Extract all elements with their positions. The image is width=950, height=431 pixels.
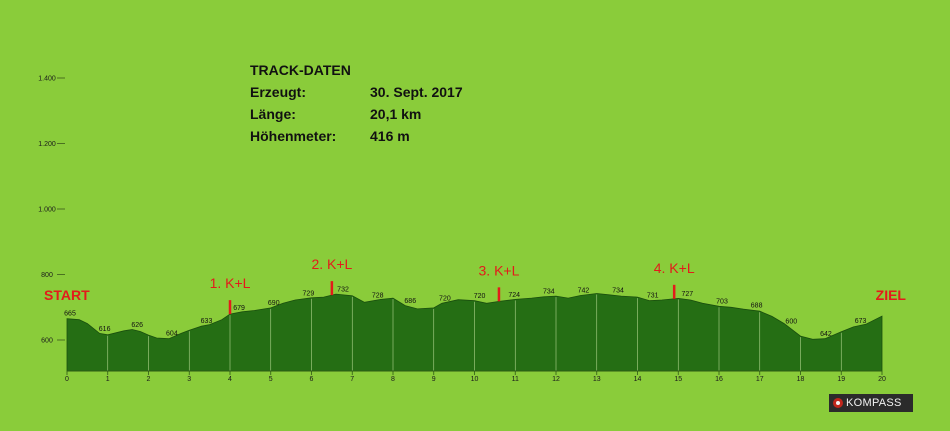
track-info-elevation-gain-value: 416 m: [370, 128, 410, 144]
checkpoint-label: 2. K+L: [311, 256, 352, 272]
track-info-created-value: 30. Sept. 2017: [370, 84, 463, 100]
start-label: START: [44, 287, 90, 303]
x-tick-label: 0: [65, 376, 69, 383]
elevation-value-label: 642: [820, 331, 832, 338]
elevation-value-label: 686: [404, 298, 416, 305]
x-tick-label: 11: [512, 376, 519, 383]
track-info-elevation-gain-label: Höhenmeter:: [250, 128, 337, 144]
x-tick-label: 3: [187, 376, 191, 383]
elevation-value-label: 720: [439, 295, 451, 302]
x-tick-label: 4: [228, 376, 232, 383]
x-tick-label: 10: [471, 376, 479, 383]
x-tick-label: 12: [552, 376, 560, 383]
x-tick-label: 7: [350, 376, 354, 383]
checkpoint-label: 1. K+L: [210, 275, 251, 291]
elevation-value-label: 731: [647, 293, 659, 300]
y-tick-label: 800: [41, 272, 53, 279]
checkpoint-label: 3. K+L: [479, 262, 520, 278]
checkpoint-label: 4. K+L: [654, 260, 695, 276]
x-tick-label: 5: [269, 376, 273, 383]
elevation-value-label: 720: [474, 293, 486, 300]
track-info-length-value: 20,1 km: [370, 106, 422, 122]
elevation-value-label: 626: [131, 322, 143, 329]
elevation-value-label: 728: [372, 292, 384, 299]
y-tick-label: 600: [41, 338, 53, 345]
x-tick-label: 19: [837, 376, 845, 383]
elevation-value-label: 734: [543, 289, 555, 296]
elevation-value-label: 732: [337, 287, 349, 294]
elevation-value-label: 604: [166, 331, 178, 338]
elevation-value-label: 616: [99, 326, 111, 333]
x-tick-label: 18: [797, 376, 805, 383]
x-tick-label: 20: [878, 376, 886, 383]
elevation-value-label: 729: [303, 291, 315, 298]
track-info-created-label: Erzeugt:: [250, 84, 306, 100]
x-tick-label: 15: [674, 376, 682, 383]
elevation-value-label: 734: [612, 287, 624, 294]
x-tick-label: 8: [391, 376, 395, 383]
x-tick-label: 6: [310, 376, 314, 383]
y-tick-label: 1.000: [38, 207, 56, 214]
y-tick-label: 1.400: [38, 76, 56, 83]
elevation-value-label: 600: [785, 319, 797, 326]
elevation-value-label: 727: [682, 291, 694, 298]
elevation-value-label: 742: [578, 287, 590, 294]
finish-label: ZIEL: [876, 287, 907, 303]
y-tick-label: 1.200: [38, 141, 56, 148]
kompass-logo: KOMPASS: [829, 394, 913, 412]
elevation-value-label: 703: [716, 298, 728, 305]
elevation-value-label: 688: [751, 302, 763, 309]
kompass-logo-text: KOMPASS: [846, 397, 902, 409]
track-info-length-label: Länge:: [250, 106, 296, 122]
track-info-title: TRACK-DATEN: [250, 62, 351, 78]
x-tick-label: 13: [593, 376, 601, 383]
x-tick-label: 1: [106, 376, 110, 383]
x-tick-label: 2: [147, 376, 151, 383]
elevation-value-label: 724: [508, 292, 520, 299]
x-tick-label: 14: [634, 376, 642, 383]
elevation-value-label: 633: [201, 318, 213, 325]
elevation-value-label: 679: [233, 305, 245, 312]
x-tick-label: 16: [715, 376, 723, 383]
elevation-value-label: 665: [64, 311, 76, 318]
elevation-value-label: 673: [855, 318, 867, 325]
x-tick-label: 9: [432, 376, 436, 383]
elevation-value-label: 690: [268, 300, 280, 307]
compass-icon: [833, 398, 843, 408]
x-tick-label: 17: [756, 376, 764, 383]
